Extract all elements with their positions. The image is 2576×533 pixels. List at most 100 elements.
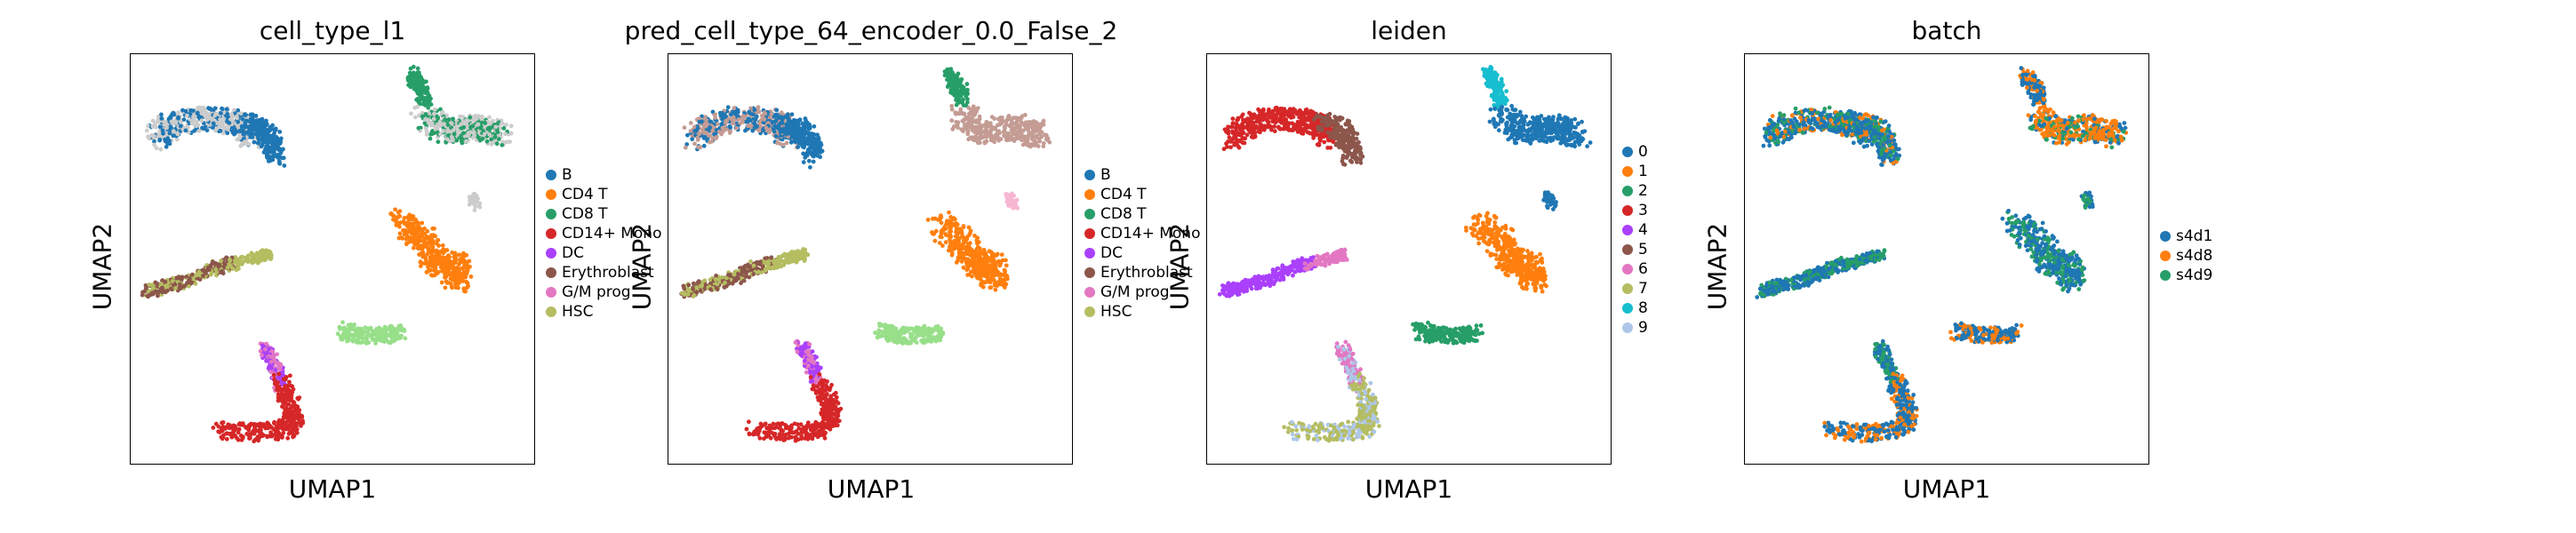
scatter-point [250, 260, 255, 266]
scatter-point [159, 285, 164, 290]
scatter-point [714, 285, 719, 290]
scatter-point [956, 252, 962, 258]
scatter-point [453, 280, 459, 285]
scatter-point [372, 332, 378, 338]
scatter-point [453, 253, 458, 259]
scatter-point [456, 285, 460, 290]
scatter-point [454, 124, 460, 129]
scatter-point [411, 214, 416, 219]
scatter-point [259, 258, 264, 263]
scatter-point [267, 133, 272, 139]
scatter-point [214, 270, 220, 275]
scatter-point [445, 253, 451, 259]
scatter-point [402, 216, 407, 220]
scatter-point [949, 118, 955, 123]
scatter-point [984, 134, 989, 139]
scatter-point [460, 137, 465, 141]
scatter-point [196, 115, 202, 120]
scatter-point [253, 114, 259, 118]
scatter-point [152, 123, 157, 129]
legend-item: CD8 T [546, 204, 661, 224]
scatter-point [248, 135, 253, 139]
scatter-point [1028, 120, 1034, 125]
cluster-mid-right [925, 210, 1010, 292]
scatter-point [450, 285, 454, 290]
scatter-point [500, 121, 505, 126]
scatter-point [140, 292, 145, 298]
scatter-point [467, 259, 472, 264]
scatter-point [275, 352, 279, 357]
scatter-point [488, 121, 493, 126]
legend-item: HSC [546, 302, 661, 322]
scatter-point [436, 139, 441, 145]
scatter-point [989, 264, 995, 269]
scatter-point [197, 277, 203, 282]
scatter-point [268, 150, 274, 155]
scatter-point [961, 97, 965, 102]
scatter-point [417, 252, 421, 258]
scatter-point [201, 105, 206, 110]
scatter-point [423, 112, 428, 116]
scatter-point [796, 123, 801, 128]
scatter-point [772, 123, 778, 129]
scatter-point [272, 128, 277, 133]
scatter-point [446, 117, 452, 123]
scatter-point [231, 107, 236, 113]
scatter-point [1008, 199, 1013, 204]
scatter-point [423, 117, 428, 122]
scatter-point [755, 109, 760, 115]
scatter-point [684, 142, 690, 147]
scatter-point [760, 264, 765, 269]
scatter-point [415, 70, 420, 76]
scatter-point [399, 235, 404, 240]
scatter-point [1004, 258, 1008, 263]
scatter-point [802, 131, 807, 136]
scatter-point [224, 436, 229, 442]
scatter-point [472, 130, 476, 135]
scatter-point [235, 435, 239, 441]
scatter-point [1023, 123, 1028, 129]
scatter-point [948, 228, 953, 234]
scatter-point [252, 139, 257, 145]
scatter-point [211, 125, 215, 131]
scatter-point [710, 136, 716, 140]
scatter-point [276, 392, 281, 397]
scatter-point [741, 269, 747, 274]
scatter-point [747, 274, 752, 280]
scatter-point [277, 147, 283, 152]
scatter-point [984, 257, 989, 262]
scatter-point [264, 351, 269, 356]
scatter-point [230, 266, 236, 271]
scatter-point [258, 348, 263, 354]
scatter-point [227, 121, 232, 125]
scatter-point [268, 360, 274, 364]
scatter-point [964, 239, 968, 244]
scatter-point [939, 220, 944, 226]
scatter-point [734, 125, 740, 131]
scatter-point [366, 326, 371, 331]
scatter-point [482, 131, 487, 137]
scatter-point [685, 286, 691, 291]
scatter-point [731, 115, 736, 120]
scatter-point [1009, 120, 1014, 125]
scatter-point [489, 137, 494, 142]
scatter-point [959, 231, 964, 236]
scatter-point [382, 334, 387, 338]
scatter-point [1005, 132, 1011, 138]
scatter-point [190, 272, 195, 277]
scatter-point [723, 280, 727, 285]
scatter-point [432, 111, 436, 116]
scatter-point [1003, 126, 1007, 131]
scatter-point [1026, 143, 1031, 148]
scatter-point [165, 141, 170, 146]
scatter-point [255, 260, 260, 266]
scatter-point [966, 137, 972, 142]
cluster-arc-right [236, 112, 287, 168]
scatter-point [752, 121, 757, 126]
scatter-point [947, 76, 951, 81]
scatter-point [740, 120, 745, 124]
scatter-point [978, 127, 982, 131]
cluster-top-right-blob [949, 103, 1052, 149]
scatter-point [225, 127, 230, 131]
scatter-point [226, 423, 231, 428]
